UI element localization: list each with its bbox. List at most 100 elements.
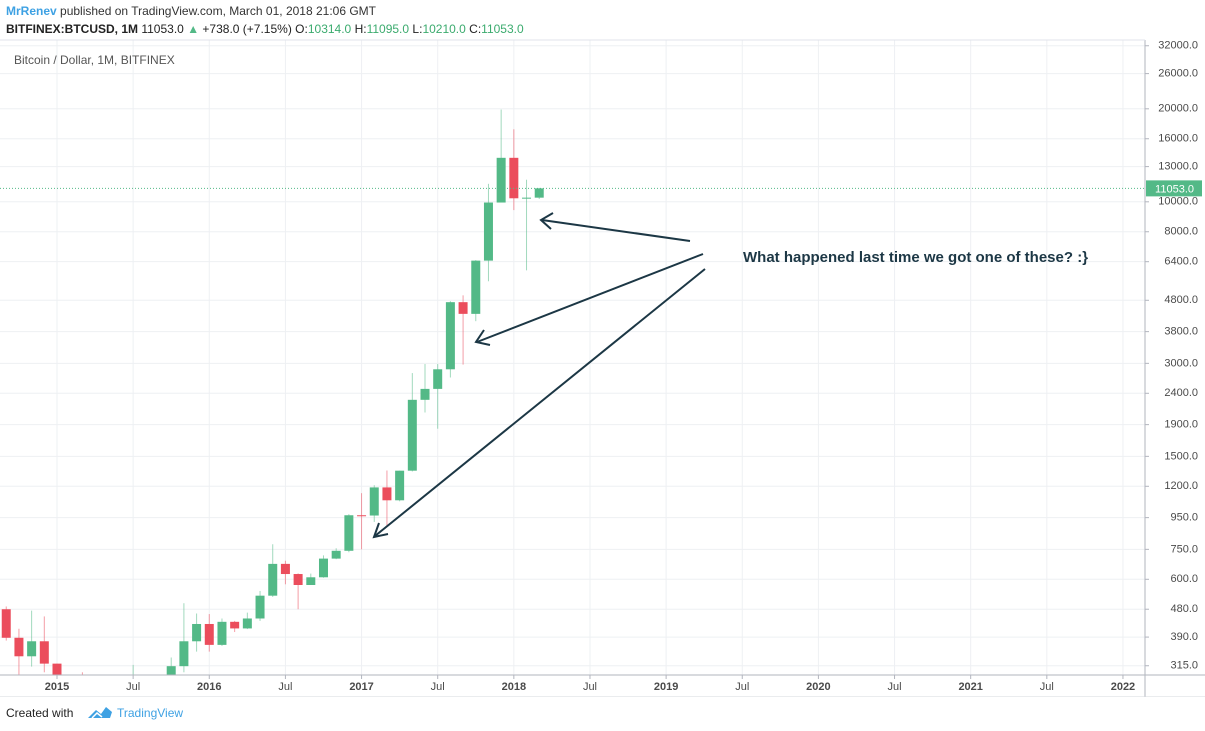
candle-body (433, 369, 443, 389)
y-tick-label: 950.0 (1170, 512, 1198, 524)
y-tick-label: 1500.0 (1164, 450, 1198, 462)
close: 11053.0 (481, 22, 524, 36)
author[interactable]: MrRenev (6, 4, 57, 18)
x-tick-label: 2016 (197, 681, 221, 693)
arrow-line (476, 253, 704, 343)
candle-body (280, 563, 290, 575)
y-tick-label: 6400.0 (1164, 256, 1198, 268)
chart-title: Bitcoin / Dollar, 1M, BITFINEX (14, 53, 175, 67)
candle-body (344, 515, 354, 551)
footer-created: Created with (6, 706, 73, 720)
high: 11095.0 (367, 22, 410, 36)
y-tick-label: 3000.0 (1164, 357, 1198, 369)
y-tick-label: 315.0 (1170, 660, 1198, 672)
candle-body (534, 188, 544, 198)
candle-body (331, 550, 341, 559)
open-label: O: (295, 22, 308, 36)
candle-body (39, 641, 49, 664)
x-tick-label: 2020 (806, 681, 830, 693)
y-tick-label: 10000.0 (1158, 196, 1198, 208)
x-tick-label: Jul (583, 681, 597, 693)
candle-body (458, 302, 468, 314)
y-tick-label: 16000.0 (1158, 133, 1198, 145)
arrow-head (539, 212, 554, 230)
arrow-head (474, 329, 491, 346)
y-tick-label: 8000.0 (1164, 226, 1198, 238)
arrows (372, 212, 706, 539)
x-tick-label: Jul (126, 681, 140, 693)
x-tick-label: Jul (431, 681, 445, 693)
x-tick-label: 2022 (1111, 681, 1135, 693)
header-line-2: BITFINEX:BTCUSD, 1M 11053.0 ▲ +738.0 (+7… (6, 22, 524, 36)
y-tick-label: 3800.0 (1164, 326, 1198, 338)
candle-body (483, 202, 493, 261)
candle-body (204, 623, 214, 645)
candle-body (166, 666, 176, 675)
candle-body (357, 515, 367, 517)
y-tick-label: 600.0 (1170, 573, 1198, 585)
candle-body (306, 577, 316, 585)
x-tick-label: 2019 (654, 681, 678, 693)
published: published on TradingView.com, March 01, … (60, 4, 377, 18)
candle-body (52, 663, 62, 675)
footer-brand[interactable]: TradingView (117, 706, 183, 720)
candle-body (230, 621, 240, 629)
candle-body (522, 197, 532, 199)
candle-body (471, 260, 481, 314)
candle-body (1, 609, 11, 638)
arrow-line (374, 268, 706, 537)
candle-body (318, 558, 328, 578)
x-tick-label: 2018 (502, 681, 526, 693)
close-label: C: (469, 22, 481, 36)
candle-body (179, 641, 189, 667)
low: 10210.0 (422, 22, 466, 36)
y-tick-label: 2400.0 (1164, 387, 1198, 399)
candle-body (369, 487, 379, 516)
y-tick-label: 4800.0 (1164, 294, 1198, 306)
candle-body (242, 618, 252, 629)
y-tick-label: 1900.0 (1164, 419, 1198, 431)
candle-body (192, 623, 202, 642)
candle-body (509, 157, 519, 199)
candle-body (420, 388, 430, 400)
x-tick-label: Jul (735, 681, 749, 693)
axes: 315.0 390.0 480.0 600.0 750.0 950.0 1200.0 1500… (0, 39, 1205, 698)
symbol: BITFINEX:BTCUSD, 1M (6, 22, 138, 36)
y-tick-label: 13000.0 (1158, 161, 1198, 173)
footer-bg (0, 697, 1205, 731)
candle-body (268, 563, 278, 596)
candle-body (445, 302, 455, 370)
open: 10314.0 (308, 22, 352, 36)
y-tick-label: 20000.0 (1158, 103, 1198, 115)
x-tick-label: Jul (888, 681, 902, 693)
header-line-1: MrRenev published on TradingView.com, Ma… (6, 4, 377, 18)
grid (0, 40, 1145, 675)
x-tick-label: 2021 (958, 681, 982, 693)
y-tick-label: 390.0 (1170, 631, 1198, 643)
last: 11053.0 (141, 22, 184, 36)
x-tick-label: 2015 (45, 681, 69, 693)
low-label: L: (412, 22, 422, 36)
y-tick-label: 1200.0 (1164, 480, 1198, 492)
x-tick-label: Jul (1040, 681, 1054, 693)
arrow-head (372, 522, 389, 539)
arrow: ▲ (187, 22, 199, 36)
y-tick-label: 750.0 (1170, 543, 1198, 555)
candle-body (382, 487, 392, 501)
brand-logo-mark (91, 711, 103, 719)
last-price-label: 11053.0 (1155, 183, 1194, 195)
candle-body (217, 621, 227, 645)
candles (0, 109, 1145, 675)
y-tick-label: 480.0 (1170, 603, 1198, 615)
y-tick-label: 26000.0 (1158, 68, 1198, 80)
candle-body (14, 637, 24, 657)
change: +738.0 (+7.15%) (202, 22, 291, 36)
x-tick-label: 2017 (349, 681, 373, 693)
candle-body (496, 157, 506, 203)
candle-body (395, 470, 405, 501)
y-tick-label: 32000.0 (1158, 40, 1198, 52)
last-price-box (1146, 180, 1202, 197)
